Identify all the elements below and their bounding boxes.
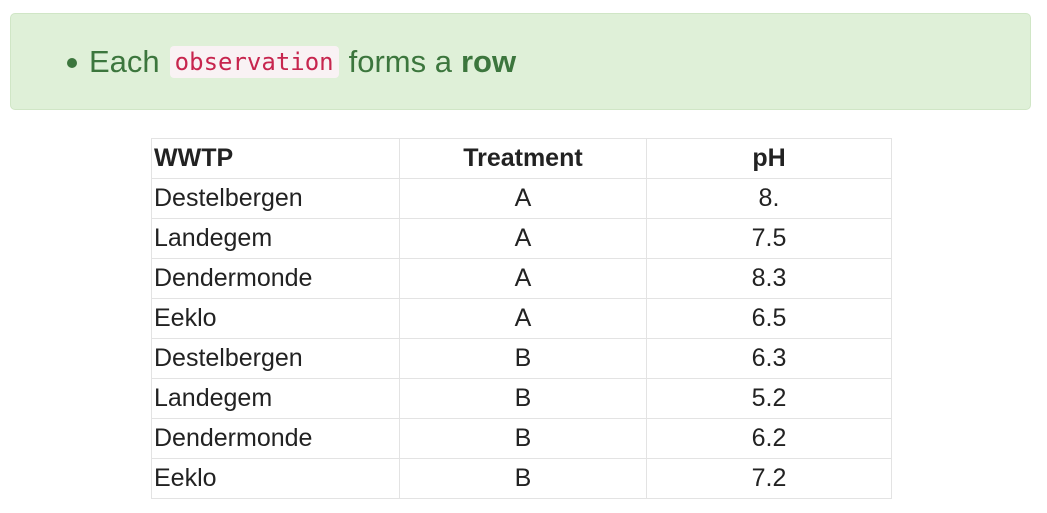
bullet-icon bbox=[67, 58, 77, 68]
cell-wwtp: Dendermonde bbox=[151, 418, 400, 459]
info-callout: Each observation forms a row bbox=[10, 13, 1031, 110]
header-wwtp: WWTP bbox=[151, 138, 400, 179]
cell-treatment: B bbox=[398, 378, 647, 419]
cell-ph: 7.2 bbox=[645, 458, 893, 499]
callout-code: observation bbox=[169, 46, 339, 78]
table-row: Destelbergen B 6.3 bbox=[151, 338, 893, 379]
cell-ph: 8.3 bbox=[645, 258, 893, 299]
cell-ph: 7.5 bbox=[645, 218, 893, 259]
data-table: WWTP Treatment pH Destelbergen A 8. Land… bbox=[151, 138, 893, 499]
callout-bullet-item: Each observation forms a row bbox=[67, 44, 516, 80]
cell-wwtp: Dendermonde bbox=[151, 258, 400, 299]
cell-wwtp: Landegem bbox=[151, 378, 400, 419]
table-row: Landegem A 7.5 bbox=[151, 218, 893, 259]
cell-ph: 6.2 bbox=[645, 418, 893, 459]
cell-treatment: A bbox=[398, 258, 647, 299]
cell-wwtp: Destelbergen bbox=[151, 338, 400, 379]
cell-ph: 5.2 bbox=[645, 378, 893, 419]
cell-wwtp: Landegem bbox=[151, 218, 400, 259]
table-row: Landegem B 5.2 bbox=[151, 378, 893, 419]
table-row: Dendermonde B 6.2 bbox=[151, 418, 893, 459]
cell-wwtp: Eeklo bbox=[151, 458, 400, 499]
cell-ph: 6.5 bbox=[645, 298, 893, 339]
cell-treatment: B bbox=[398, 338, 647, 379]
cell-treatment: A bbox=[398, 178, 647, 219]
cell-treatment: B bbox=[398, 458, 647, 499]
table-header-row: WWTP Treatment pH bbox=[151, 138, 893, 179]
table-row: Eeklo A 6.5 bbox=[151, 298, 893, 339]
cell-treatment: A bbox=[398, 298, 647, 339]
table-row: Dendermonde A 8.3 bbox=[151, 258, 893, 299]
callout-bold: row bbox=[460, 44, 517, 79]
header-treatment: Treatment bbox=[398, 138, 647, 179]
callout-text-before: Each bbox=[89, 44, 160, 79]
table-row: Eeklo B 7.2 bbox=[151, 458, 893, 499]
cell-treatment: A bbox=[398, 218, 647, 259]
cell-wwtp: Eeklo bbox=[151, 298, 400, 339]
cell-ph: 8. bbox=[645, 178, 893, 219]
cell-wwtp: Destelbergen bbox=[151, 178, 400, 219]
cell-ph: 6.3 bbox=[645, 338, 893, 379]
table-row: Destelbergen A 8. bbox=[151, 178, 893, 219]
header-ph: pH bbox=[645, 138, 893, 179]
cell-treatment: B bbox=[398, 418, 647, 459]
callout-text-middle: forms a bbox=[348, 44, 452, 79]
